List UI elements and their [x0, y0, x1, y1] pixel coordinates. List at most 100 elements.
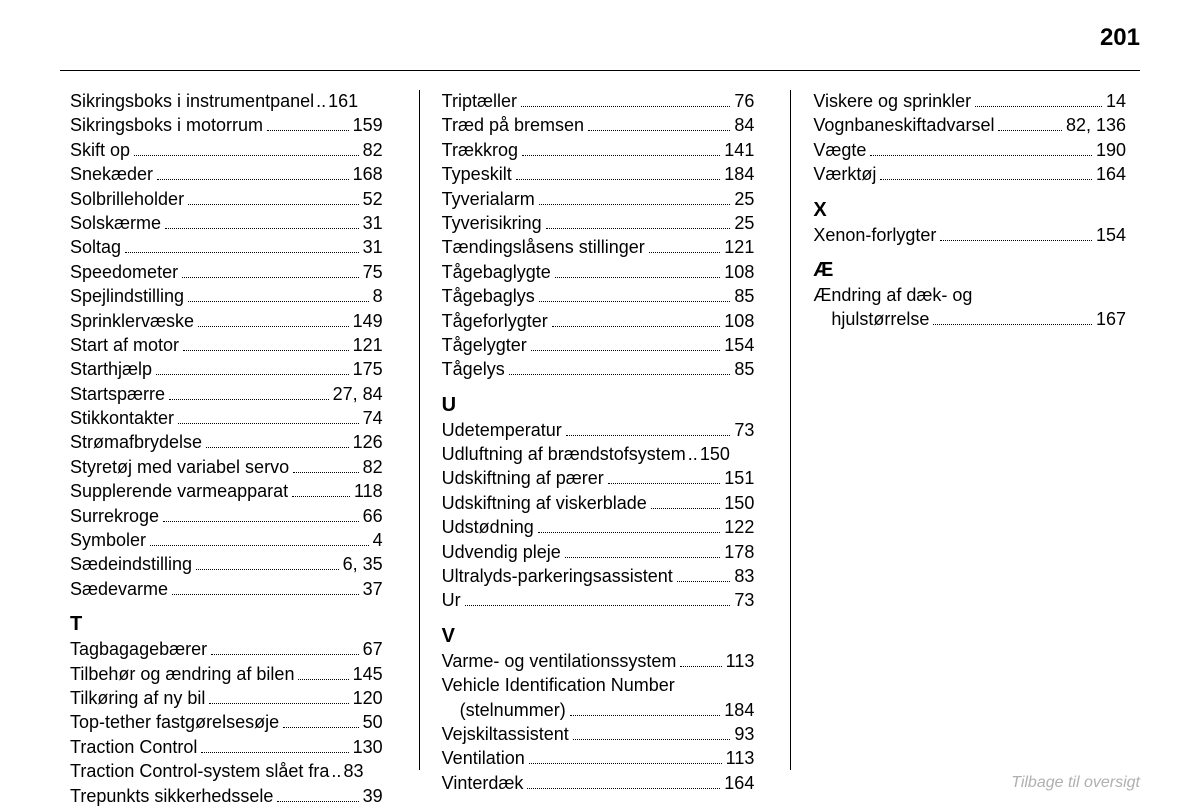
leader-dots	[529, 763, 722, 764]
index-entry-page: 31	[363, 236, 383, 259]
index-entry-page: 150	[724, 492, 754, 515]
leader-dots	[516, 179, 721, 180]
index-entry: Tagbagagebærer67	[70, 638, 383, 661]
index-entry-label: Sikringsboks i instrumentpanel	[70, 90, 314, 113]
index-entry: Snekæder168	[70, 163, 383, 186]
index-entry: Tågelys 85	[442, 358, 755, 381]
index-section-heading: X	[813, 199, 1126, 222]
index-entry-continuation: (stelnummer)184	[442, 699, 755, 722]
leader-dots	[565, 557, 721, 558]
index-entry-page: 168	[353, 163, 383, 186]
index-entry-label: Tågelygter	[442, 334, 527, 357]
index-entry: Skift op82	[70, 139, 383, 162]
index-entry: Solbrilleholder52	[70, 188, 383, 211]
index-entry-label: (stelnummer)	[460, 699, 566, 722]
leader-dots	[509, 374, 731, 375]
index-entry-label: Tågebaglys	[442, 285, 535, 308]
leader-dots	[651, 508, 721, 509]
leader-dots	[188, 204, 359, 205]
index-entry-page: 6, 35	[343, 553, 383, 576]
column-2: Triptæller76Træd på bremsen84Trækkrog 141…	[442, 90, 769, 752]
index-entry-label: Startspærre	[70, 383, 165, 406]
index-entry-page: 74	[363, 407, 383, 430]
index-section-heading: U	[442, 394, 755, 417]
leader-dots	[178, 423, 359, 424]
leader-dots: ..	[688, 443, 698, 466]
index-entry-label: Tændingslåsens stillinger	[442, 236, 645, 259]
index-entry: Spejlindstilling8	[70, 285, 383, 308]
index-entry-label: Udetemperatur	[442, 419, 562, 442]
index-entry-label: Stikkontakter	[70, 407, 174, 430]
index-entry: Tågeforlygter108	[442, 310, 755, 333]
index-entry: Tændingslåsens stillinger 121	[442, 236, 755, 259]
leader-dots	[677, 581, 731, 582]
index-entry: Starthjælp175	[70, 358, 383, 381]
index-entry: Ventilation113	[442, 747, 755, 770]
leader-dots	[933, 324, 1092, 325]
index-entry-page: 190	[1096, 139, 1126, 162]
index-entry-page: 93	[734, 723, 754, 746]
index-entry-page: 121	[353, 334, 383, 357]
leader-dots	[196, 569, 339, 570]
index-entry-label: Typeskilt	[442, 163, 512, 186]
index-entry: Træd på bremsen84	[442, 114, 755, 137]
leader-dots	[566, 435, 731, 436]
index-entry-label: Starthjælp	[70, 358, 152, 381]
index-entry: Værktøj 164	[813, 163, 1126, 186]
index-entry: Supplerende varmeapparat118	[70, 480, 383, 503]
index-entry: Triptæller76	[442, 90, 755, 113]
index-entry-page: 126	[353, 431, 383, 454]
leader-dots	[521, 106, 730, 107]
index-entry-label: Værktøj	[813, 163, 876, 186]
index-entry: Solskærme31	[70, 212, 383, 235]
leader-dots	[163, 521, 359, 522]
index-entry-label: Ultralyds-parkeringsassistent	[442, 565, 673, 588]
leader-dots	[570, 715, 721, 716]
index-entry-page: 120	[353, 687, 383, 710]
leader-dots	[201, 752, 348, 753]
index-entry: Traction Control-system slået fra .. 83	[70, 760, 383, 783]
index-entry: Tyverialarm25	[442, 188, 755, 211]
index-entry-page: 50	[363, 711, 383, 734]
index-entry-page: 121	[724, 236, 754, 259]
index-entry: Typeskilt 184	[442, 163, 755, 186]
index-entry-label: Tågebaglygte	[442, 261, 551, 284]
index-entry-page: 164	[1096, 163, 1126, 186]
index-entry: Speedometer75	[70, 261, 383, 284]
index-entry-page: 184	[724, 163, 754, 186]
index-entry-label: Udstødning	[442, 516, 534, 539]
leader-dots	[649, 252, 721, 253]
index-entry-label: Traction Control	[70, 736, 197, 759]
index-entry-label: Sprinklervæske	[70, 310, 194, 333]
index-entry-page: 39	[363, 785, 383, 808]
footer-link[interactable]: Tilbage til oversigt	[1011, 774, 1140, 792]
index-entry-label: Start af motor	[70, 334, 179, 357]
index-entry-label: Sædeindstilling	[70, 553, 192, 576]
leader-dots	[880, 179, 1092, 180]
index-entry: Tilbehør og ændring af bilen145	[70, 663, 383, 686]
index-entry: Udskiftning af pærer151	[442, 467, 755, 490]
leader-dots	[277, 801, 358, 802]
index-entry: Sikringsboks i instrumentpanel .. 161	[70, 90, 383, 113]
index-entry-page: 141	[724, 139, 754, 162]
index-entry-page: 76	[734, 90, 754, 113]
col-divider-1	[419, 90, 420, 770]
leader-dots: ..	[316, 90, 326, 113]
index-entry: Udvendig pleje178	[442, 541, 755, 564]
index-entry-label: Tilbehør og ændring af bilen	[70, 663, 294, 686]
index-entry-label: Vognbaneskiftadvarsel	[813, 114, 994, 137]
index-entry-label: Styretøj med variabel servo	[70, 456, 289, 479]
index-entry-label: Top-tether fastgørelsesøje	[70, 711, 279, 734]
index-entry-continuation: hjulstørrelse167	[813, 308, 1126, 331]
leader-dots	[182, 277, 359, 278]
index-entry-page: 85	[734, 358, 754, 381]
leader-dots	[539, 301, 731, 302]
index-entry: Trepunkts sikkerhedssele39	[70, 785, 383, 808]
index-entry-label: Trækkrog	[442, 139, 518, 162]
leader-dots	[298, 679, 348, 680]
index-entry-page: 108	[724, 261, 754, 284]
index-entry-page: 4	[373, 529, 383, 552]
index-entry-label: Tågelys	[442, 358, 505, 381]
index-entry-label: Vejskiltassistent	[442, 723, 569, 746]
index-entry: Symboler4	[70, 529, 383, 552]
